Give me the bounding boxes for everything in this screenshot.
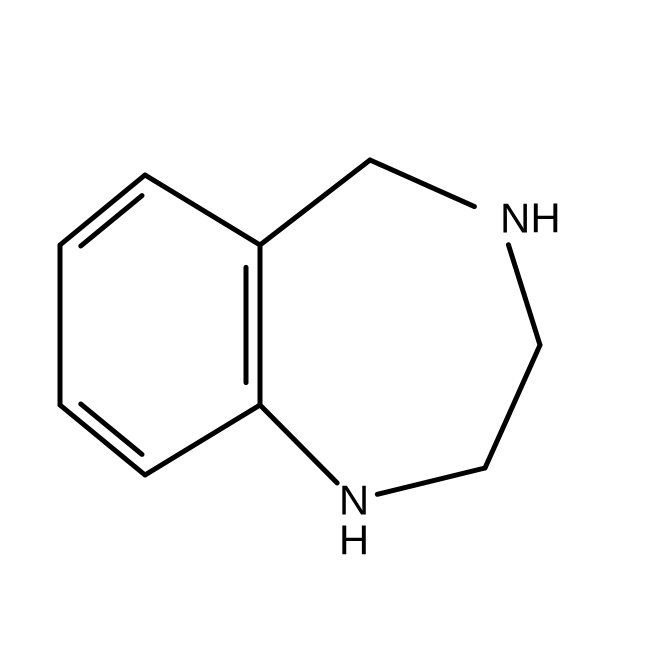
bond-line xyxy=(508,245,540,345)
bond-line xyxy=(370,160,474,207)
chemical-structure-svg: NHNH xyxy=(0,0,650,650)
atom-label-h: H xyxy=(339,516,369,563)
bond-line xyxy=(60,175,145,245)
bond-line xyxy=(145,175,260,245)
bond-line xyxy=(485,345,540,468)
atom-label: NH xyxy=(500,195,561,242)
bond-line xyxy=(377,468,485,494)
bond-line xyxy=(260,405,337,483)
bond-line xyxy=(60,405,145,475)
bond-line xyxy=(145,405,260,475)
bond-line xyxy=(260,160,370,245)
